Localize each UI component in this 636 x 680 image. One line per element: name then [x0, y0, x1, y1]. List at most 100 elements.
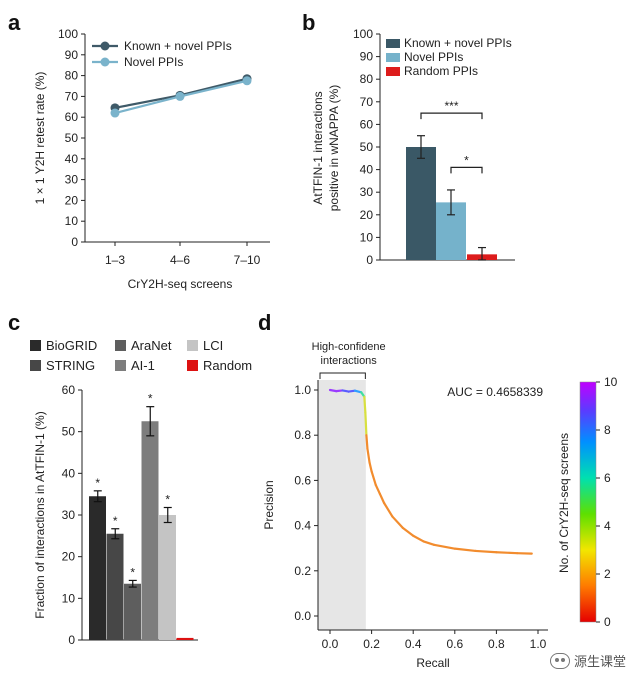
d-curve-segment [401, 526, 415, 537]
c-legend-label: LCI [203, 338, 223, 353]
a-legend-marker [100, 41, 110, 51]
d-curve-segment [495, 551, 519, 555]
d-curve-segment [391, 515, 404, 529]
b-legend-label: Random PPIs [404, 64, 478, 78]
b-significance-bracket [450, 166, 483, 174]
c-significance-star: * [165, 493, 170, 507]
b-ytick-label: 90 [360, 50, 374, 64]
d-ytick-label: 1.0 [294, 383, 311, 397]
c-significance-star: * [113, 514, 118, 528]
d-bracket [319, 372, 366, 379]
c-bar [106, 533, 124, 640]
chart-c: 0 10 20 30 40 50 60 * * * * * BioGRID AraNet LCI STRI… [30, 338, 252, 647]
d-colorbar-tick-label: 6 [604, 471, 611, 485]
chart-d: 0.0 0.2 0.4 0.6 0.8 1.0 0.0 0.2 0.4 0.6 0.8 1.0 Hi… [262, 341, 618, 670]
b-ytick-label: 70 [360, 95, 374, 109]
d-colorbar-tick-label: 0 [604, 615, 611, 629]
d-curve-segment [374, 483, 382, 496]
d-xtick-label: 0.8 [488, 637, 505, 651]
c-significance-star: * [95, 476, 100, 490]
b-legend-swatch [386, 67, 400, 76]
a-legend-marker [100, 57, 110, 67]
d-xtick-label: 1.0 [530, 637, 547, 651]
d-bracket-label: interactions [321, 355, 378, 367]
d-y-label: Precision [262, 480, 276, 529]
d-curve-segment [382, 501, 394, 518]
b-ytick-label: 60 [360, 117, 374, 131]
b-legend-label: Known + novel PPIs [404, 36, 512, 50]
c-bar [124, 583, 141, 640]
d-curve-segment [412, 534, 425, 543]
d-curve-segment [453, 547, 477, 553]
chart-a: 0 10 20 30 40 50 60 70 80 90 100 1–3 4–6 7–10 Known … [33, 27, 270, 291]
b-significance-label: * [464, 153, 469, 167]
a-xtick-label: 4–6 [170, 253, 190, 267]
d-curve-segment [363, 395, 367, 414]
b-y-label: AtTFIN-1 interactions positive in wNAPPA … [311, 85, 341, 212]
d-colorbar-label: No. of CrY2H-seq screens [557, 433, 571, 573]
c-significance-star: * [148, 392, 153, 406]
c-ytick-label: 30 [62, 508, 76, 522]
d-x-label: Recall [416, 656, 449, 670]
d-ytick-label: 0.8 [294, 428, 311, 442]
d-curve-segment [366, 447, 371, 464]
c-legend-swatch [30, 360, 41, 371]
d-xtick-label: 0.4 [405, 637, 422, 651]
d-colorbar-tick-label: 10 [604, 375, 618, 389]
b-ytick-label: 100 [353, 27, 373, 41]
c-bar [176, 637, 194, 640]
d-colorbar [579, 381, 597, 623]
d-colorbar-tick-label: 2 [604, 567, 611, 581]
d-ytick-label: 0.2 [294, 564, 311, 578]
b-legend-swatch [386, 53, 400, 62]
b-ytick-label: 40 [360, 163, 374, 177]
c-ytick-label: 10 [62, 591, 76, 605]
c-bar [159, 515, 176, 640]
a-ytick-label: 90 [65, 48, 79, 62]
d-curve-segment [368, 461, 373, 473]
b-ytick-label: 20 [360, 208, 374, 222]
c-bar [141, 421, 159, 640]
a-ytick-label: 80 [65, 69, 79, 83]
c-legend-swatch [115, 360, 126, 371]
c-y-label: Fraction of interactions in AtTFIN-1 (%) [33, 411, 47, 618]
c-legend-label: BioGRID [46, 338, 97, 353]
panel-label-c: c [8, 310, 20, 335]
d-ytick-label: 0.4 [294, 519, 311, 533]
c-ytick-label: 0 [68, 633, 75, 647]
d-curve-segment [422, 540, 436, 546]
a-data-point [242, 76, 252, 86]
a-ytick-label: 40 [65, 152, 79, 166]
panel-label-b: b [302, 10, 315, 35]
d-curve-segment [474, 549, 498, 554]
d-xtick-label: 0.6 [446, 637, 463, 651]
c-ytick-label: 60 [62, 383, 76, 397]
d-curve-segment [370, 470, 377, 487]
wechat-icon [549, 652, 570, 669]
a-ytick-label: 100 [58, 27, 78, 41]
c-legend-label: AI-1 [131, 358, 155, 373]
panel-label-d: d [258, 310, 271, 335]
b-ytick-label: 10 [360, 230, 374, 244]
c-legend-label: STRING [46, 358, 95, 373]
c-legend-swatch [30, 340, 41, 351]
d-curve-segment [378, 492, 386, 505]
a-ytick-label: 0 [71, 235, 78, 249]
b-significance-bracket [420, 112, 483, 120]
d-ytick-label: 0.6 [294, 473, 311, 487]
c-ytick-label: 50 [62, 425, 76, 439]
panel-label-a: a [8, 10, 21, 35]
b-legend-label: Novel PPIs [404, 50, 463, 64]
b-ytick-label: 80 [360, 72, 374, 86]
c-significance-star: * [130, 565, 135, 579]
c-legend-label: Random [203, 358, 252, 373]
c-bar [89, 496, 106, 640]
d-xtick-label: 0.2 [363, 637, 380, 651]
a-ytick-label: 60 [65, 110, 79, 124]
d-xtick-label: 0.0 [322, 637, 339, 651]
d-curve-segment [364, 411, 368, 437]
watermark: 源生课堂 [549, 651, 626, 670]
d-ytick-label: 0.0 [294, 609, 311, 623]
